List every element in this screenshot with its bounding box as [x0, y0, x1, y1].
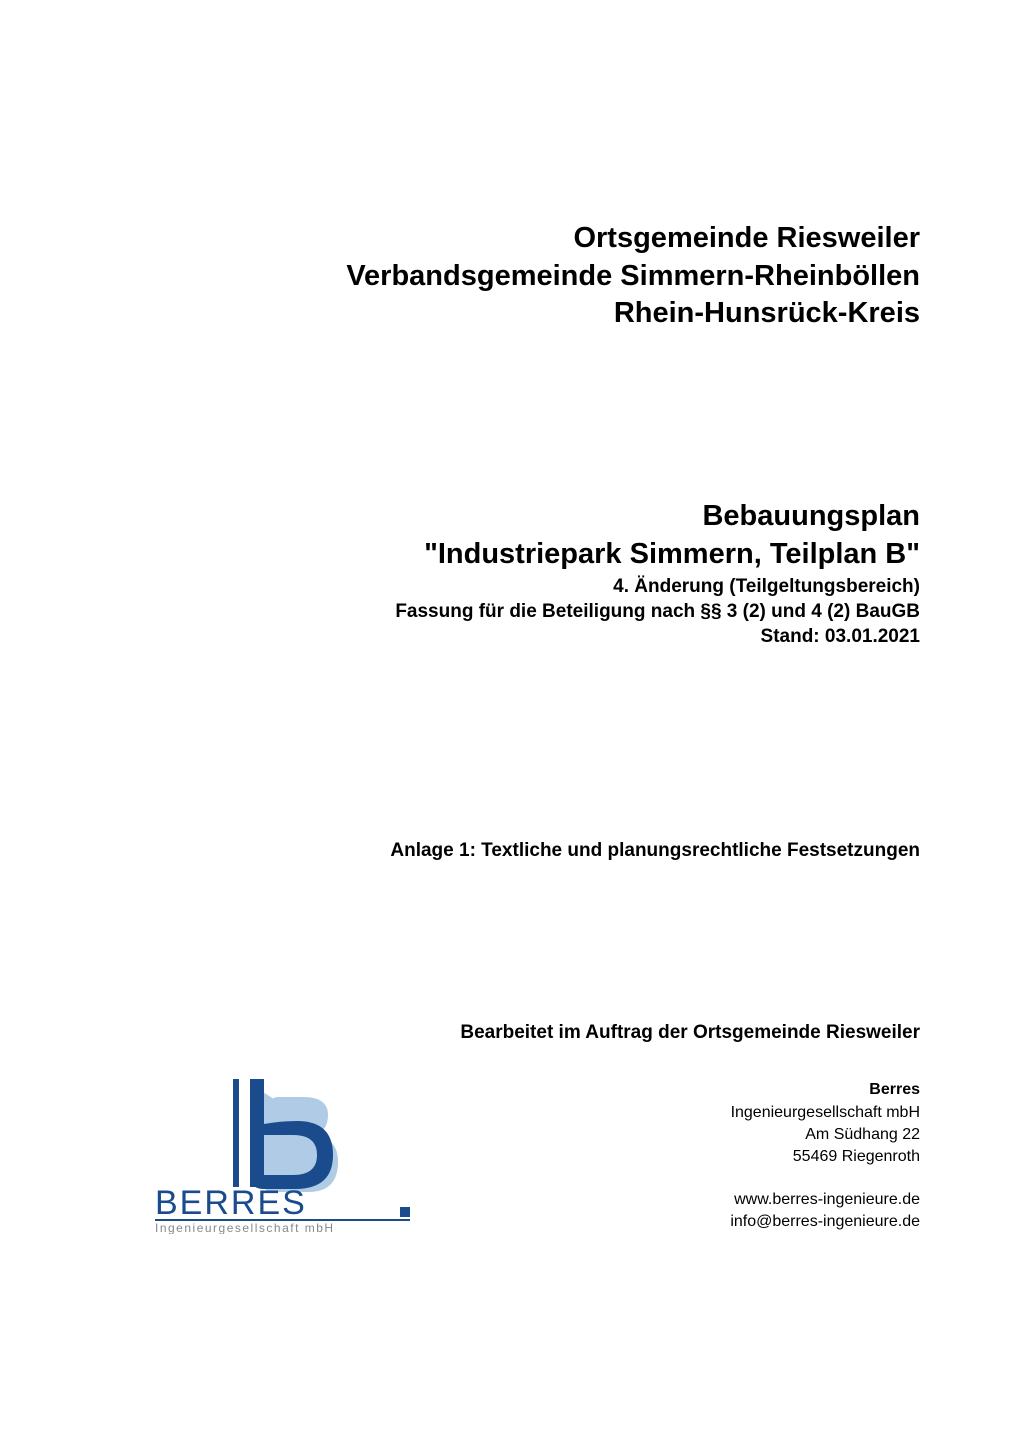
title-sub-3: Stand: 03.01.2021 [155, 625, 920, 650]
header-line-3: Rhein-Hunsrück-Kreis [155, 295, 920, 333]
header-block: Ortsgemeinde Riesweiler Verbandsgemeinde… [155, 220, 920, 333]
anlage-block: Anlage 1: Textliche und planungsrechtlic… [155, 840, 920, 862]
bearbeitet-text: Bearbeitet im Auftrag der Ortsgemeinde R… [155, 1022, 920, 1044]
company-info: Berres Ingenieurgesellschaft mbH Am Südh… [730, 1079, 920, 1233]
header-line-1: Ortsgemeinde Riesweiler [155, 220, 920, 258]
contact-block: www.berres-ingenieure.de info@berres-ing… [730, 1189, 920, 1234]
company-line-1: Ingenieurgesellschaft mbH [730, 1102, 920, 1124]
company-line-3: 55469 Riegenroth [730, 1146, 920, 1168]
svg-text:BERRES: BERRES [155, 1184, 307, 1222]
anlage-text: Anlage 1: Textliche und planungsrechtlic… [155, 840, 920, 862]
header-line-2: Verbandsgemeinde Simmern-Rheinböllen [155, 258, 920, 296]
svg-text:Ingenieurgesellschaft mbH: Ingenieurgesellschaft mbH [155, 1221, 335, 1234]
title-sub-2: Fassung für die Beteiligung nach §§ 3 (2… [155, 600, 920, 625]
berres-logo-icon: BERRES Ingenieurgesellschaft mbH [155, 1079, 410, 1234]
document-page: Ortsgemeinde Riesweiler Verbandsgemeinde… [0, 0, 1020, 1442]
company-email: info@berres-ingenieure.de [730, 1211, 920, 1233]
title-sub-1: 4. Änderung (Teilgeltungsbereich) [155, 575, 920, 600]
company-line-2: Am Südhang 22 [730, 1124, 920, 1146]
footer-block: BERRES Ingenieurgesellschaft mbH Berres … [155, 1079, 920, 1234]
title-main-2: "Industriepark Simmern, Teilplan B" [155, 536, 920, 574]
bearbeitet-block: Bearbeitet im Auftrag der Ortsgemeinde R… [155, 1022, 920, 1044]
company-web: www.berres-ingenieure.de [730, 1189, 920, 1211]
company-name: Berres [730, 1079, 920, 1101]
title-block: Bebauungsplan "Industriepark Simmern, Te… [155, 498, 920, 649]
company-logo: BERRES Ingenieurgesellschaft mbH [155, 1079, 410, 1234]
title-main-1: Bebauungsplan [155, 498, 920, 536]
